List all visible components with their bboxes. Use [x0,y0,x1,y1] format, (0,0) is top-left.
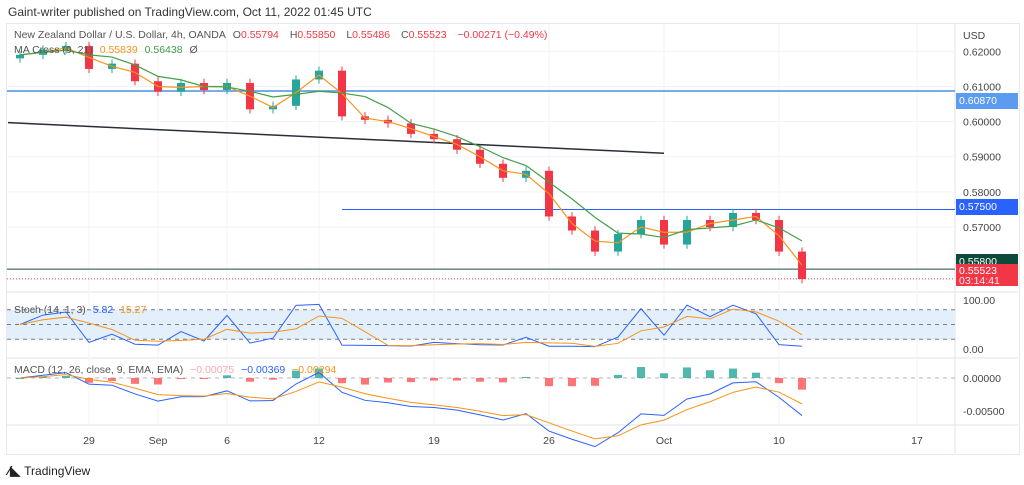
macd-histogram-bar [39,376,47,378]
macd-histogram-bar [384,378,392,383]
price-tag-057500: 0.57500 [956,199,1018,215]
date-tick-label: 12 [313,435,325,447]
ma-fast-value: 0.55839 [99,44,138,56]
macd-histogram-bar [637,367,645,378]
change-value: −0.00271 (−0.49%) [457,29,548,41]
price-tick-label: 0.59000 [963,152,1001,164]
macd-histogram-bar [476,378,484,382]
ma-extra: Ø [189,44,198,56]
macd-histogram-bar [338,378,346,384]
macd-histogram-bar [430,378,438,381]
last-price: 0.55523 [959,265,997,277]
macd-histogram-bar [200,378,208,379]
price-tag-060870: 0.60870 [956,93,1018,109]
macd-histogram-bar [108,378,116,381]
macd-legend[interactable]: MACD (12, 26, close, 9, EMA, EMA) −0.000… [14,364,337,376]
macd-histogram-bar [407,378,415,383]
stoch-d-value: 15.27 [120,304,147,316]
publish-info: Gaint-writer published on TradingView.co… [8,5,372,19]
price-tick-label: 0.62000 [963,46,1001,58]
macd-histogram-bar [62,376,70,378]
date-tick-label: 6 [224,435,230,447]
last-price-tag: 0.55523 03:14:41 [956,264,1018,286]
date-tick-label: Oct [656,435,672,447]
macd-histogram-bar [154,378,162,385]
date-tick-label: 26 [543,435,555,447]
macd-histogram-bar [591,378,599,386]
macd-histogram-bar [775,378,783,384]
ma-slow-line [19,49,803,242]
price-tick-label: 0.61000 [963,81,1001,93]
macd-histogram-bar [292,370,300,378]
stoch-k-value: 5.82 [92,304,114,316]
macd-line-value: −0.00369 [241,364,286,376]
symbol-legend: New Zealand Dollar / U.S. Dollar, 4h, OA… [14,29,548,41]
macd-histogram-bar [453,378,461,381]
date-tick-label: 17 [911,435,923,447]
date-tick-label: 19 [428,435,440,447]
close-value: 0.55523 [408,29,447,41]
macd-histogram-bar [177,378,185,380]
bar-countdown: 03:14:41 [959,275,1000,287]
price-tick-label: 0.60000 [963,117,1001,129]
macd-histogram-bar [85,378,93,383]
macd-histogram-bar [315,368,323,378]
date-tick-label: 10 [773,435,785,447]
macd-histogram-bar [729,368,737,378]
macd-histogram-bar [798,378,806,390]
macd-signal-value: −0.00294 [292,364,337,376]
macd-histogram-bar [246,378,254,382]
high-value: 0.55850 [297,29,336,41]
macd-histogram-bar [752,372,760,378]
open-value: 0.55794 [240,29,279,41]
macd-histogram-bar [522,377,530,379]
macd-histogram-bar [545,378,553,387]
date-tick-label: Sep [149,435,168,447]
low-value: 0.55486 [352,29,391,41]
macd-tick-label: -0.00500 [963,406,1005,418]
stoch-d-line [19,308,803,347]
tradingview-logo[interactable]: ⁄◣ TradingView [8,463,91,478]
macd-line [19,371,803,448]
macd-histogram-bar [131,378,139,384]
trendline [7,121,665,154]
ma-slow-value: 0.56438 [144,44,183,56]
stoch-legend[interactable]: Stoch (14, 1, 3) 5.82 15.27 [14,304,147,316]
macd-histogram-bar [614,374,622,378]
tv-logo-icon: ⁄◣ [8,463,21,478]
macd-histogram-bar [660,373,668,378]
macd-histogram-bar [706,370,714,378]
macd-histogram-bar [683,367,691,378]
macd-histogram-bar [568,378,576,387]
candle-body [16,54,24,59]
macd-histogram-bar [269,378,277,380]
currency-label: USD [963,30,986,42]
macd-histogram-bar [499,378,507,383]
date-tick-label: 29 [83,435,95,447]
symbol-name: New Zealand Dollar / U.S. Dollar, 4h, OA… [14,29,226,41]
price-tick-label: 0.57000 [963,222,1001,234]
stoch-tick-label: 0.00 [963,344,984,356]
macd-histogram-bar [361,378,369,385]
ma-name: MA Cross (9, 21) [14,44,93,56]
macd-histogram-bar [223,375,231,378]
stoch-tick-label: 100.00 [963,295,995,307]
macd-tick-label: 0.00000 [963,373,1001,385]
macd-hist-value: −0.00075 [190,364,235,376]
ma-fast-line [19,47,803,266]
chart-frame [6,23,1020,455]
price-tick-label: 0.58000 [963,187,1001,199]
macd-signal-line [19,374,803,440]
ma-legend[interactable]: MA Cross (9, 21) 0.55839 0.56438 Ø [14,44,202,56]
macd-histogram-bar [16,378,24,379]
